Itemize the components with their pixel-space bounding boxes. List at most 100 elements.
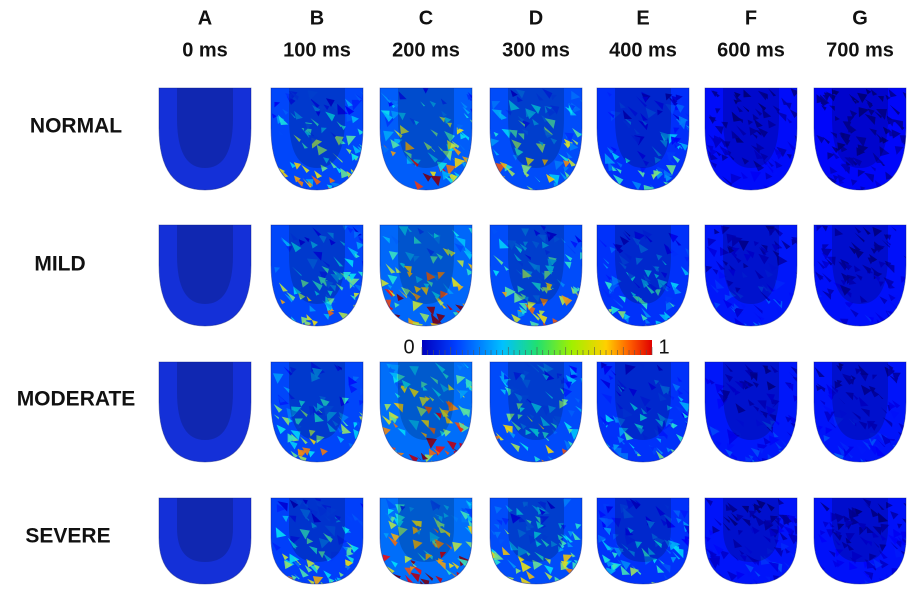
mesh-cell <box>498 456 505 463</box>
mesh-cell <box>900 312 909 321</box>
mesh-cell <box>599 573 605 579</box>
mesh-cell <box>880 325 886 331</box>
mesh-cell <box>360 577 367 584</box>
mesh-cell <box>543 461 552 470</box>
mesh-cell <box>900 305 907 312</box>
mesh-cell <box>567 178 574 185</box>
column-letter: G <box>852 7 868 29</box>
mesh-cell <box>354 445 364 455</box>
mesh-cell <box>330 460 337 467</box>
mesh-cell <box>469 440 480 451</box>
mesh-cell <box>663 188 673 198</box>
mesh-cell <box>577 305 586 314</box>
mesh-cell <box>341 581 350 590</box>
cavity <box>398 225 454 304</box>
mesh-cell <box>362 447 371 456</box>
cavity <box>398 362 454 440</box>
mesh-cell <box>711 457 722 468</box>
cavity <box>289 225 345 304</box>
mesh-cell <box>682 442 688 448</box>
mesh-cell <box>352 445 362 455</box>
mesh-cell <box>510 325 519 334</box>
mesh-cell <box>832 321 840 329</box>
cavity <box>723 498 779 562</box>
mesh-cell <box>605 459 615 469</box>
mesh-cell <box>444 583 454 591</box>
mesh-cell <box>470 447 476 453</box>
mesh-cell <box>570 449 578 457</box>
cavity <box>508 225 564 304</box>
mesh-cell <box>390 326 400 336</box>
mesh-cell <box>904 446 909 452</box>
mesh-cell <box>470 576 476 582</box>
mesh-cell <box>344 581 350 587</box>
mesh-cell <box>601 453 610 462</box>
mesh-cell <box>386 446 395 455</box>
mesh-cell <box>561 583 568 590</box>
row-label: NORMAL <box>30 115 122 138</box>
column-time: 0 ms <box>182 39 228 61</box>
mesh-cell <box>794 526 803 535</box>
mesh-cell <box>823 318 829 324</box>
ventricle <box>814 362 909 469</box>
column-time: 300 ms <box>502 39 570 61</box>
ventricle <box>597 498 699 591</box>
mesh-cell <box>355 325 364 334</box>
mesh-cell <box>281 182 290 191</box>
mesh-cell <box>898 569 905 576</box>
mesh-cell <box>816 573 823 580</box>
mesh-cell <box>410 326 417 333</box>
mesh-cell <box>675 183 681 189</box>
mesh-cell <box>709 177 717 185</box>
mesh-cell <box>788 461 795 468</box>
mesh-cell <box>892 461 899 468</box>
mesh-cell <box>605 318 611 324</box>
mesh-cell <box>275 462 285 472</box>
mesh-cell <box>575 169 582 176</box>
mesh-cell <box>819 314 830 325</box>
mesh-cell <box>689 387 695 393</box>
mesh-cell <box>782 457 789 464</box>
mesh-cell <box>901 438 907 444</box>
cavity <box>723 362 779 440</box>
column-time: 100 ms <box>283 39 351 61</box>
ventricle <box>814 88 909 196</box>
mesh-cell <box>893 313 901 321</box>
mesh-cell <box>568 447 577 456</box>
mesh-cell <box>496 180 504 188</box>
mesh-cell <box>391 580 396 585</box>
mesh-cell <box>339 456 348 465</box>
mesh-cell <box>430 326 437 333</box>
mesh-cell <box>795 442 802 449</box>
cavity <box>508 498 564 562</box>
mesh-cell <box>901 432 908 439</box>
mesh-cell <box>732 190 741 199</box>
ventricle <box>271 362 372 472</box>
mesh-cell <box>347 323 355 331</box>
mesh-cell <box>829 455 834 460</box>
mesh-cell <box>904 582 909 591</box>
mesh-cell <box>689 299 695 305</box>
mesh-cell <box>787 313 797 323</box>
ventricle <box>705 225 806 333</box>
mesh-cell <box>709 572 717 580</box>
mesh-cell <box>791 186 801 196</box>
mesh-cell <box>495 323 501 329</box>
ventricle <box>271 225 371 337</box>
ventricle <box>490 225 591 335</box>
mesh-cell <box>796 515 805 524</box>
ventricle <box>490 362 590 470</box>
mesh-cell <box>579 325 586 332</box>
mesh-cell <box>709 180 717 188</box>
mesh-cell <box>388 321 399 332</box>
mesh-cell <box>391 583 399 591</box>
mesh-cell <box>394 452 404 462</box>
mesh-cell <box>795 454 802 461</box>
mesh-cell <box>796 519 805 528</box>
mesh-cell <box>570 182 579 191</box>
mesh-cell <box>283 453 289 459</box>
cavity <box>508 88 564 168</box>
mesh-cell <box>403 324 409 330</box>
mesh-cell <box>445 188 454 197</box>
mesh-cell <box>897 310 907 320</box>
